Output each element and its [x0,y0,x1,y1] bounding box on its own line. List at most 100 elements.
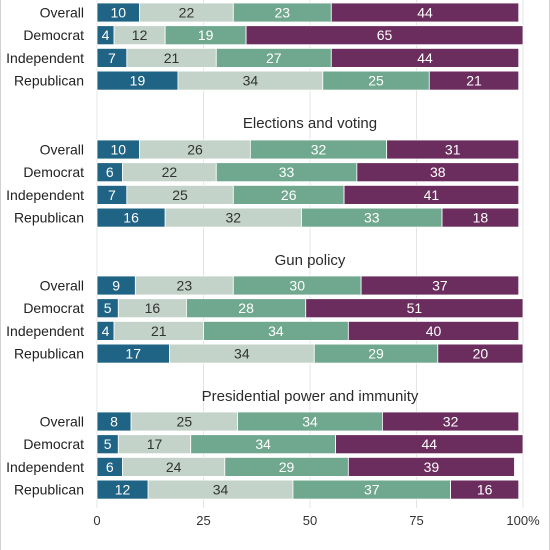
data-label: 23 [177,278,193,294]
row-label: Republican [14,73,84,89]
data-label: 34 [234,346,250,362]
data-label: 34 [213,482,229,498]
data-label: 31 [445,142,461,158]
data-label: 34 [255,436,271,452]
data-label: 44 [417,5,433,21]
row-label: Republican [14,482,84,498]
row-label: Independent [6,50,84,66]
data-label: 20 [473,346,489,362]
x-tick-label: 75 [409,513,423,528]
data-label: 16 [123,210,139,226]
bar-segment [335,434,524,455]
data-label: 29 [368,346,384,362]
data-label: 21 [466,73,482,89]
data-label: 6 [106,164,114,180]
data-label: 26 [281,187,297,203]
data-label: 21 [164,50,180,66]
bar-segment [441,207,520,228]
panel-title: Presidential power and immunity [202,388,419,405]
data-label: 16 [145,300,161,316]
data-label: 51 [407,300,423,316]
row-label: Democrat [23,300,84,316]
bar-segment [347,456,515,477]
panel-title: Gun policy [275,252,346,269]
data-label: 12 [115,482,131,498]
x-axis: 0 25 50 75 100% [93,513,540,528]
data-label: 23 [275,5,291,21]
bar-segment [428,70,520,91]
data-label: 65 [377,27,393,43]
data-label: 18 [473,210,489,226]
data-label: 12 [132,27,148,43]
data-label: 44 [417,50,433,66]
x-tick-label: 50 [303,513,317,528]
data-label: 40 [426,323,442,339]
data-label: 41 [424,187,440,203]
bar-segment [382,411,520,432]
row-label: Independent [6,323,84,339]
panel-title: Elections and voting [243,115,377,132]
data-label: 34 [268,323,284,339]
data-label: 32 [226,210,242,226]
data-label: 5 [104,436,112,452]
row-label: Overall [40,142,84,158]
data-label: 33 [279,164,295,180]
data-label: 29 [279,459,295,475]
data-label: 25 [368,73,384,89]
bar-segment [360,275,520,296]
bar-segment [245,25,524,46]
data-label: 10 [111,5,127,21]
data-label: 24 [166,459,182,475]
data-label: 7 [108,187,116,203]
data-label: 37 [432,278,448,294]
row-label: Democrat [23,27,84,43]
bar-segment [330,48,520,68]
data-label: 21 [151,323,167,339]
row-label: Democrat [23,436,84,452]
data-label: 5 [104,300,112,316]
data-label: 34 [243,73,259,89]
data-label: 32 [311,142,327,158]
data-label: 27 [266,50,282,66]
bar-segment [450,479,520,500]
data-label: 7 [108,50,116,66]
bar-segment [343,184,520,205]
bar-segment [347,320,520,341]
row-label: Republican [14,346,84,362]
data-label: 19 [130,73,146,89]
data-label: 4 [102,323,110,339]
bar-segment [386,139,520,160]
data-label: 9 [112,278,120,294]
data-label: 28 [238,300,254,316]
data-label: 4 [102,27,110,43]
row-label: Independent [6,459,84,475]
data-label: 34 [302,414,318,430]
x-tick-label: 25 [196,513,210,528]
bar-segment [437,343,524,364]
data-label: 6 [106,459,114,475]
data-label: 39 [424,459,440,475]
x-tick-label: 100% [506,513,540,528]
row-label: Overall [40,5,84,21]
data-label: 37 [364,482,380,498]
data-label: 30 [289,278,305,294]
data-label: 17 [125,346,141,362]
row-label: Overall [40,414,84,430]
bar-segment [330,2,520,23]
row-label: Democrat [23,164,84,180]
data-label: 19 [198,27,214,43]
data-label: 17 [147,436,163,452]
bar-segment [305,298,524,319]
data-label: 38 [430,164,446,180]
data-label: 25 [172,187,188,203]
x-tick-label: 0 [93,513,100,528]
row-label: Overall [40,278,84,294]
data-label: 33 [364,210,380,226]
data-label: 32 [443,414,459,430]
data-label: 22 [162,164,178,180]
bars-layer [96,2,524,500]
bar-segment [356,162,520,183]
data-label: 10 [111,142,127,158]
